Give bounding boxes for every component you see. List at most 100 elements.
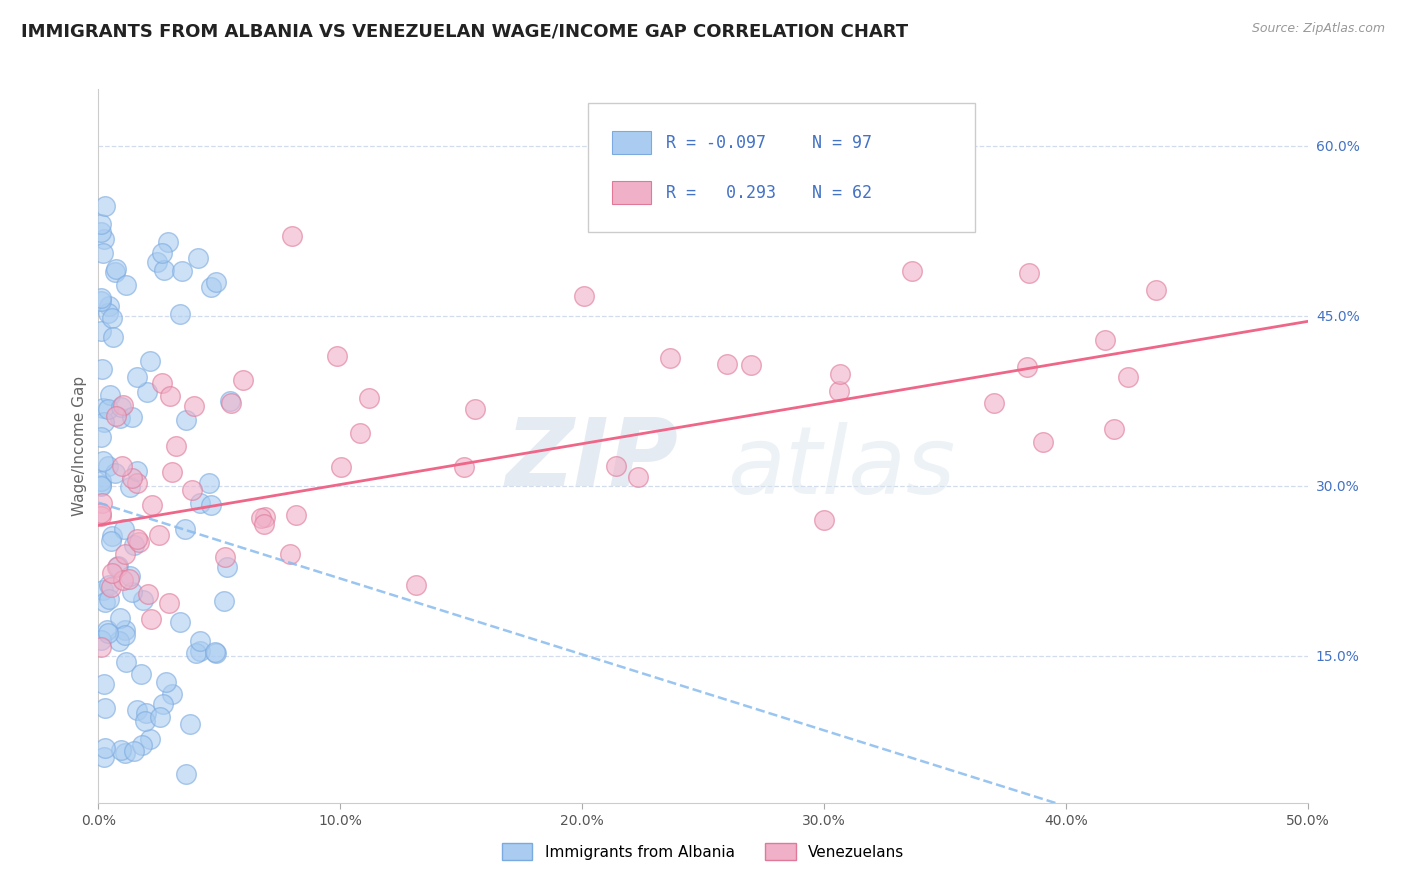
Point <box>1116 370 1139 384</box>
Point <box>180 483 202 497</box>
Point <box>188 633 211 648</box>
Point <box>1094 333 1116 347</box>
Point <box>148 528 170 542</box>
Point <box>162 687 184 701</box>
Point <box>205 275 228 289</box>
Point <box>118 572 141 586</box>
Point <box>114 746 136 760</box>
Point <box>125 369 148 384</box>
Point <box>125 464 148 478</box>
Point <box>93 232 115 246</box>
Point <box>169 307 191 321</box>
Point <box>349 426 371 441</box>
Point <box>132 592 155 607</box>
Point <box>464 402 486 417</box>
Point <box>122 539 145 553</box>
Point <box>98 591 121 606</box>
Point <box>1102 422 1125 436</box>
Point <box>93 415 115 429</box>
Point <box>114 278 136 293</box>
Point <box>574 289 596 303</box>
Point <box>121 410 143 425</box>
Point <box>93 750 115 764</box>
Point <box>284 508 307 522</box>
Point <box>278 547 301 561</box>
Point <box>125 703 148 717</box>
Point <box>141 499 163 513</box>
Point <box>90 479 112 493</box>
Point <box>108 410 131 425</box>
Point <box>1032 435 1054 450</box>
Point <box>97 625 120 640</box>
Point <box>901 264 924 278</box>
Point <box>219 396 242 410</box>
Point <box>716 357 738 371</box>
Text: Source: ZipAtlas.com: Source: ZipAtlas.com <box>1251 22 1385 36</box>
Point <box>157 235 180 249</box>
Point <box>104 467 127 481</box>
Point <box>157 597 180 611</box>
Text: IMMIGRANTS FROM ALBANIA VS VENEZUELAN WAGE/INCOME GAP CORRELATION CHART: IMMIGRANTS FROM ALBANIA VS VENEZUELAN WA… <box>21 22 908 40</box>
Point <box>94 741 117 756</box>
Point <box>173 522 195 536</box>
Point <box>200 280 222 294</box>
Point <box>188 644 211 658</box>
Text: N = 62: N = 62 <box>811 184 872 202</box>
Point <box>90 508 112 523</box>
Point <box>740 358 762 372</box>
Point <box>93 401 115 415</box>
Point <box>90 640 112 654</box>
Point <box>108 633 131 648</box>
Point <box>135 706 157 720</box>
Point <box>188 496 211 510</box>
Point <box>120 569 142 583</box>
Point <box>112 573 135 587</box>
Point <box>174 767 197 781</box>
Point <box>100 580 122 594</box>
Text: N = 97: N = 97 <box>811 134 872 152</box>
Text: R =   0.293: R = 0.293 <box>665 184 776 202</box>
Point <box>983 396 1005 410</box>
Point <box>121 584 143 599</box>
Point <box>114 547 136 561</box>
Point <box>329 459 352 474</box>
Point <box>405 578 427 592</box>
Point <box>107 559 129 574</box>
Point <box>97 459 120 474</box>
Point <box>453 460 475 475</box>
Point <box>150 376 173 391</box>
Point <box>100 310 122 325</box>
Point <box>134 714 156 728</box>
Point <box>183 399 205 413</box>
Point <box>215 560 238 574</box>
Point <box>155 675 177 690</box>
Point <box>152 697 174 711</box>
Point <box>627 470 650 484</box>
Point <box>90 226 112 240</box>
Point <box>118 480 141 494</box>
Point <box>91 361 114 376</box>
Point <box>97 306 120 320</box>
Point <box>93 677 115 691</box>
Point <box>94 595 117 609</box>
Point <box>90 217 112 231</box>
Point <box>149 710 172 724</box>
Legend: Immigrants from Albania, Venezuelans: Immigrants from Albania, Venezuelans <box>496 837 910 866</box>
Point <box>204 645 226 659</box>
Point <box>152 263 174 277</box>
Point <box>98 388 121 402</box>
Point <box>136 384 159 399</box>
Point <box>139 732 162 747</box>
Point <box>131 738 153 752</box>
Point <box>253 517 276 532</box>
Point <box>101 566 124 581</box>
Point <box>1018 266 1040 280</box>
Point <box>828 368 851 382</box>
Point <box>101 329 124 343</box>
Point <box>146 254 169 268</box>
Point <box>122 744 145 758</box>
Point <box>90 430 112 444</box>
Point <box>105 261 128 276</box>
Point <box>250 511 273 525</box>
Point <box>111 398 134 412</box>
